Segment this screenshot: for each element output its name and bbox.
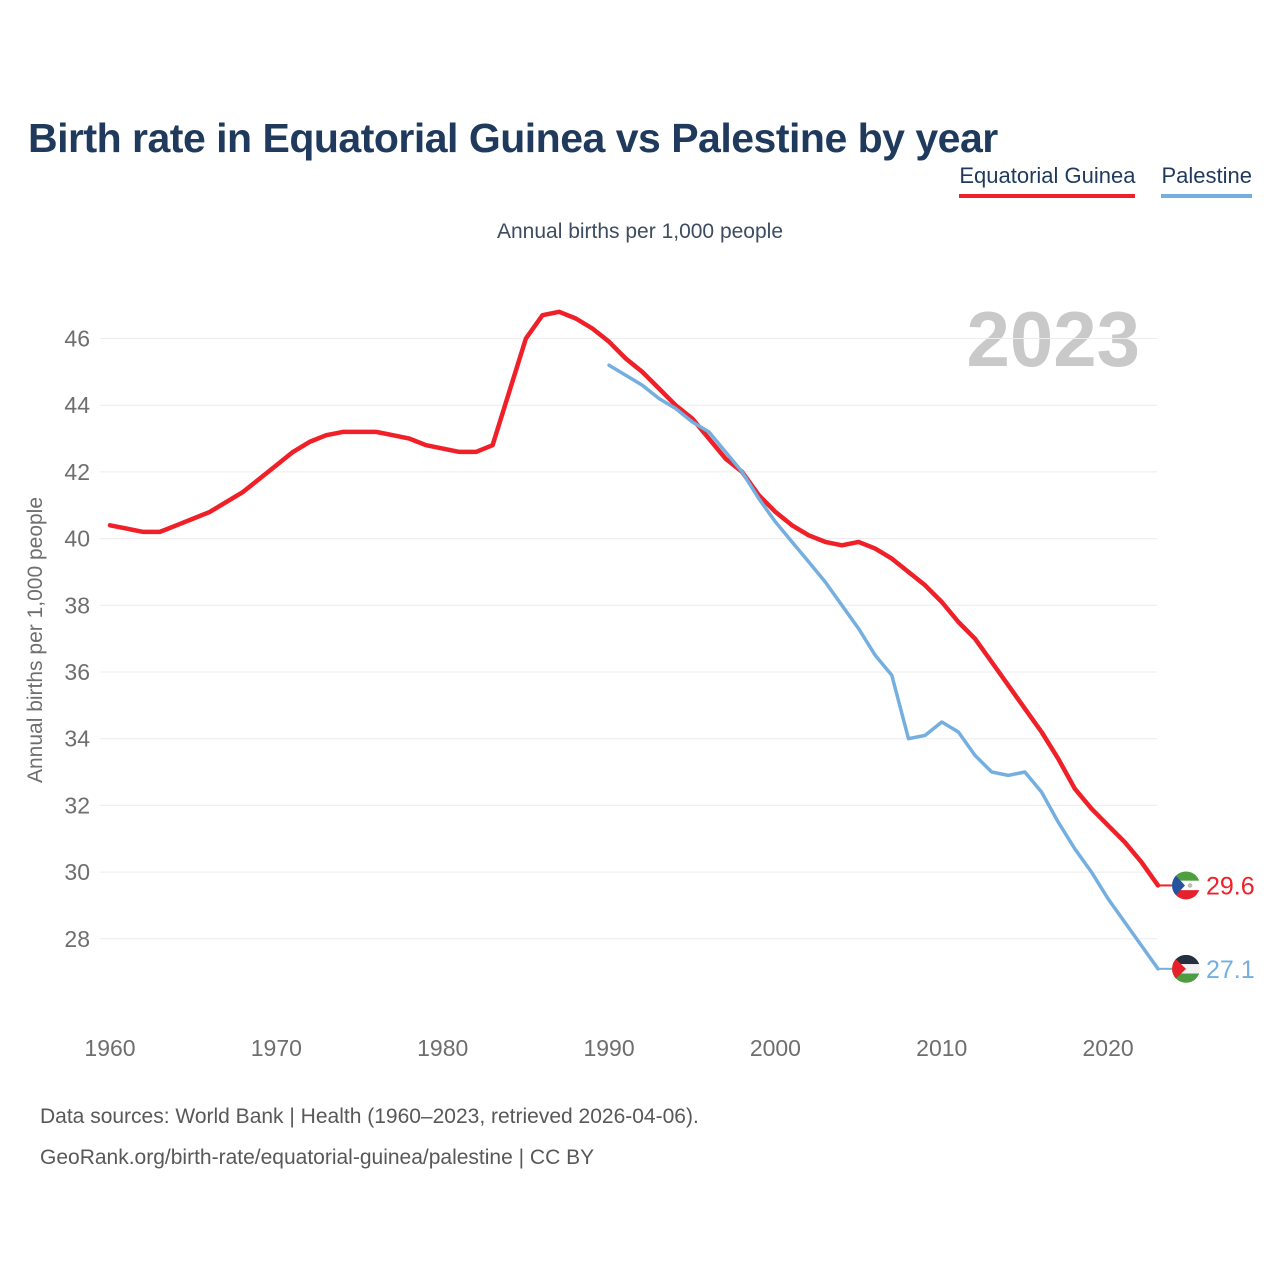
equatorial-guinea-flag-icon — [1172, 871, 1201, 900]
footer-url-line: GeoRank.org/birth-rate/equatorial-guinea… — [40, 1146, 595, 1169]
palestine-flag-icon — [1172, 954, 1201, 983]
legend: Equatorial Guinea Palestine — [959, 163, 1252, 198]
legend-item-palestine[interactable]: Palestine — [1161, 163, 1252, 198]
y-tick-label: 44 — [64, 392, 90, 418]
y-tick-label: 40 — [64, 526, 90, 552]
y-tick-label: 32 — [64, 792, 90, 818]
x-tick-label: 2000 — [750, 1035, 801, 1061]
series-line-equatorial-guinea — [107, 309, 1161, 888]
series-line-palestine — [607, 363, 1160, 971]
chart-subtitle: Annual births per 1,000 people — [496, 220, 784, 243]
end-value-label-palestine: 27.1 — [1206, 956, 1255, 984]
end-value-label-equatorial-guinea: 29.6 — [1206, 872, 1255, 900]
y-tick-label: 28 — [64, 926, 90, 952]
footer-source-line: Data sources: World Bank | Health (1960–… — [40, 1105, 699, 1128]
x-tick-label: 1980 — [417, 1035, 468, 1061]
x-tick-label: 2010 — [916, 1035, 967, 1061]
y-axis-label: Annual births per 1,000 people — [24, 497, 47, 783]
page-title: Birth rate in Equatorial Guinea vs Pales… — [28, 115, 998, 162]
y-tick-label: 38 — [64, 592, 90, 618]
y-tick-label: 36 — [64, 659, 90, 685]
x-tick-label: 2020 — [1083, 1035, 1134, 1061]
x-tick-label: 1970 — [251, 1035, 302, 1061]
chart-footer: Data sources: World Bank | Health (1960–… — [40, 1105, 699, 1187]
x-tick-label: 1960 — [84, 1035, 135, 1061]
x-tick-label: 1990 — [583, 1035, 634, 1061]
y-tick-label: 34 — [64, 726, 90, 752]
y-tick-label: 30 — [64, 859, 90, 885]
legend-item-equatorial-guinea[interactable]: Equatorial Guinea — [959, 163, 1136, 198]
y-tick-label: 46 — [64, 326, 90, 352]
y-tick-label: 42 — [64, 459, 90, 485]
